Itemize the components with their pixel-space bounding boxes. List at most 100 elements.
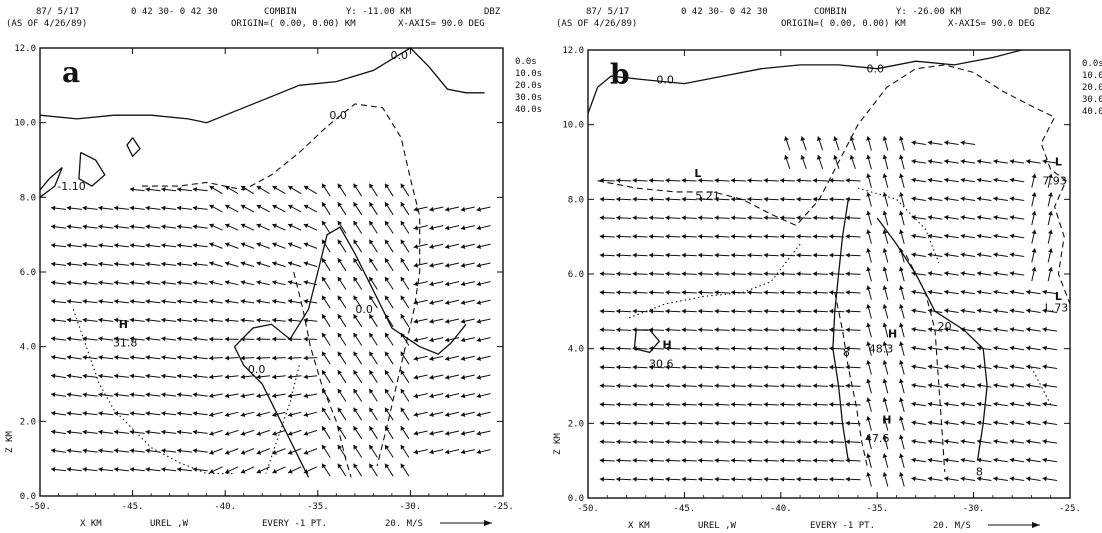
wind-vector-head bbox=[714, 383, 719, 389]
wind-vector-head bbox=[616, 476, 621, 482]
wind-vector-head bbox=[114, 448, 119, 454]
wind-vector-head bbox=[977, 401, 982, 407]
contour-annotation: 0.0 bbox=[248, 363, 266, 376]
wind-vector-head bbox=[400, 183, 405, 189]
wind-vector-head bbox=[225, 431, 230, 436]
wind-vector-head bbox=[714, 346, 719, 351]
wind-vector-head bbox=[192, 243, 197, 248]
wind-vector-head bbox=[256, 412, 261, 417]
wind-vector-head bbox=[899, 472, 904, 477]
wind-vector-head bbox=[413, 393, 419, 399]
wind-vector-head bbox=[209, 242, 214, 248]
wind-vector-head bbox=[829, 402, 834, 407]
wind-vector-head bbox=[1026, 439, 1031, 444]
wind-vector-head bbox=[977, 364, 982, 370]
wind-vector-head bbox=[161, 448, 166, 454]
wind-vector-head bbox=[51, 205, 56, 211]
panel-label: a bbox=[62, 56, 80, 89]
wind-vector-head bbox=[681, 364, 686, 370]
wind-vector-head bbox=[993, 308, 998, 314]
wind-vector-head bbox=[616, 346, 621, 351]
wind-vector-head bbox=[322, 351, 327, 357]
wind-vector-head bbox=[866, 285, 871, 290]
wind-vector-head bbox=[161, 299, 166, 304]
wind-vector-head bbox=[177, 429, 182, 435]
wind-vector-head bbox=[960, 289, 965, 295]
wind-vector-head bbox=[812, 327, 817, 333]
wind-vector-head bbox=[747, 476, 752, 482]
wind-vector-head bbox=[780, 252, 785, 258]
wind-vector-head bbox=[114, 280, 119, 286]
wind-vector-head bbox=[632, 196, 637, 202]
wind-vector-head bbox=[460, 300, 466, 305]
wind-vector-head bbox=[303, 242, 309, 248]
wind-vector-head bbox=[66, 205, 72, 211]
contour-dotted bbox=[626, 243, 801, 320]
wind-vector-head bbox=[681, 458, 686, 463]
wind-vector-head bbox=[66, 448, 72, 454]
wind-vector-head bbox=[240, 393, 245, 399]
wind-vector-head bbox=[1026, 420, 1031, 426]
wind-vector-head bbox=[1009, 383, 1015, 388]
wind-vector-head bbox=[730, 364, 735, 370]
wind-vector-head bbox=[225, 261, 230, 266]
wind-vector-head bbox=[322, 295, 327, 301]
wind-vector-head bbox=[812, 308, 817, 314]
wind-vector-head bbox=[1009, 420, 1015, 426]
wind-vector-head bbox=[993, 159, 998, 164]
wind-vector-head bbox=[385, 276, 390, 282]
wind-vector-head bbox=[161, 205, 166, 211]
wind-vector-head bbox=[993, 401, 998, 407]
wind-vector-head bbox=[882, 322, 888, 328]
wind-vector-head bbox=[866, 341, 871, 346]
wind-vector-head bbox=[829, 215, 834, 221]
wind-vector-head bbox=[287, 393, 293, 399]
panel-label: b bbox=[610, 58, 630, 91]
wind-vector-head bbox=[476, 430, 481, 436]
wind-vector-head bbox=[129, 243, 135, 248]
wind-vector-head bbox=[177, 280, 182, 286]
wind-vector-head bbox=[114, 336, 119, 342]
wind-vector-head bbox=[337, 388, 343, 394]
wind-vector-head bbox=[256, 450, 262, 455]
wind-vector-head bbox=[599, 308, 604, 314]
wind-vector-head bbox=[287, 412, 293, 417]
wind-vector-head bbox=[944, 401, 949, 407]
wind-vector-head bbox=[714, 215, 719, 221]
wind-vector-head bbox=[899, 397, 904, 402]
wind-vector-head bbox=[960, 177, 965, 183]
wind-vector-head bbox=[1009, 327, 1015, 332]
contour-annotation: 47.6 bbox=[865, 432, 890, 445]
wind-vector-head bbox=[780, 178, 785, 183]
x-tick-label: -30. bbox=[963, 504, 985, 514]
contour-annotation: 48.3 bbox=[869, 342, 894, 355]
y-tick-label: 10.0 bbox=[14, 119, 36, 129]
contour-annotation: 30.6 bbox=[649, 357, 674, 370]
wind-vector-head bbox=[960, 420, 965, 426]
wind-vector-head bbox=[960, 140, 965, 146]
wind-vector-head bbox=[82, 205, 87, 211]
wind-vector-head bbox=[882, 304, 888, 309]
wind-vector-head bbox=[714, 402, 719, 407]
wind-vector-head bbox=[730, 196, 735, 202]
contour-solid bbox=[78, 151, 106, 187]
wind-vector-head bbox=[322, 202, 327, 207]
wind-vector-head bbox=[730, 327, 735, 333]
wind-vector-head bbox=[747, 308, 752, 314]
contour-annotation: 0.0 bbox=[656, 74, 674, 87]
wind-vector-head bbox=[337, 332, 343, 338]
wind-vector-head bbox=[763, 234, 768, 239]
wind-vector-head bbox=[288, 431, 293, 436]
wind-vector-head bbox=[1009, 457, 1015, 463]
wind-vector-head bbox=[322, 183, 327, 189]
wind-vector-head bbox=[192, 411, 197, 416]
wind-vector-head bbox=[747, 346, 752, 351]
wind-vector-head bbox=[114, 392, 119, 398]
wind-vector-head bbox=[812, 402, 817, 407]
wind-vector-head bbox=[1026, 383, 1031, 388]
wind-vector-head bbox=[98, 243, 103, 248]
wind-vector-head bbox=[429, 337, 434, 343]
wind-vector-head bbox=[272, 317, 277, 323]
wind-vector-head bbox=[649, 215, 654, 221]
wind-vector-head bbox=[665, 215, 670, 221]
